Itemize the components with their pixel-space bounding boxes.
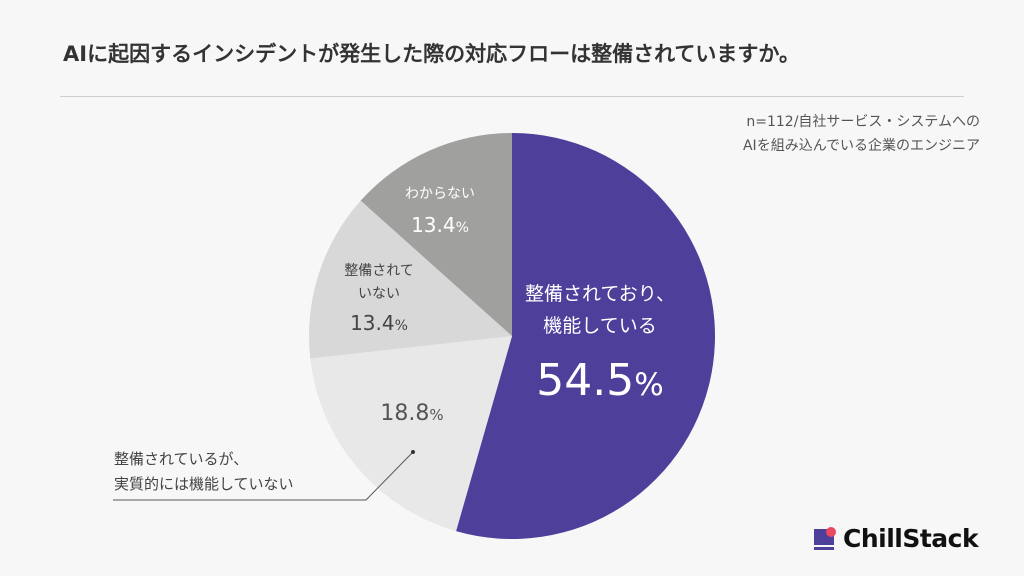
leader-dot — [411, 450, 415, 454]
pie-slice — [360, 133, 512, 336]
slice-label: 機能している — [543, 315, 656, 337]
slice-label: 整備されているが、 — [114, 450, 248, 468]
pie-slice — [456, 133, 716, 539]
slice-value-label: 18.8% — [380, 401, 443, 426]
page-title: AIに起因するインシデントが発生した際の対応フローは整備されていますか。 — [63, 42, 801, 66]
slice-label: 整備されて — [344, 263, 414, 279]
leader-line — [113, 451, 414, 501]
chillstack-logo: ChillStack — [813, 524, 979, 553]
pie-slice — [310, 336, 512, 532]
slice-value-label: 54.5% — [536, 355, 663, 406]
slice-value-label: 13.4% — [350, 311, 408, 335]
sample-note-line1: n=112/自社サービス・システムへの — [746, 114, 980, 130]
title-divider — [60, 96, 964, 97]
logo-text: ChillStack — [843, 524, 979, 553]
slice-label: 実質的には機能していない — [114, 475, 294, 493]
logo-mark-icon — [814, 526, 836, 550]
pie-slice — [308, 200, 512, 359]
sample-note: n=112/自社サービス・システムへの AIを組み込んでいる企業のエンジニア — [743, 110, 980, 158]
slice-label: いない — [358, 286, 400, 302]
slice-label: 整備されており、 — [525, 283, 675, 305]
slice-label: わからない — [405, 186, 475, 202]
sample-note-line2: AIを組み込んでいる企業のエンジニア — [742, 138, 980, 154]
slice-value-label: 13.4% — [411, 213, 469, 237]
